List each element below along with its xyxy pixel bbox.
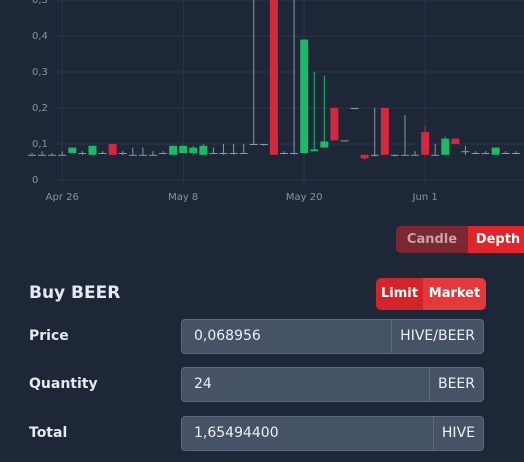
candle-body [269, 0, 278, 155]
candle-body [159, 153, 168, 154]
candle-body [209, 153, 218, 154]
candle-body [98, 153, 107, 154]
market-button[interactable]: Market [423, 278, 486, 310]
candle-body [28, 154, 36, 156]
input-value: 1,65494400 [194, 425, 279, 441]
depth-button[interactable]: Depth [468, 226, 524, 253]
input-unit: HIVE [432, 417, 483, 450]
price-input[interactable]: 0,068956 HIVE/BEER [181, 319, 484, 354]
chart: 0 0,1 0,2 0,3 0,4 0,5 Apr 26 May 8 May 20 Jun 1 [28, 0, 524, 203]
candle-body [148, 154, 157, 156]
candle-body [411, 154, 420, 156]
y-tick-label: 0,1 [32, 139, 48, 150]
candle-body [128, 154, 137, 156]
limit-button[interactable]: Limit [376, 278, 423, 310]
x-tick-label: Jun 1 [412, 192, 438, 203]
candle-body [390, 154, 399, 156]
candle-body [400, 154, 409, 156]
candle-body [330, 108, 339, 141]
candle-body [229, 153, 238, 154]
candle-body [421, 132, 430, 155]
x-tick-label: May 8 [168, 192, 198, 203]
candle-body [481, 153, 490, 154]
candle-body [461, 151, 470, 153]
candle-body [118, 153, 127, 154]
candle-body [58, 154, 67, 156]
candle-body [320, 141, 329, 148]
candle-body [68, 147, 77, 153]
total-input[interactable]: 1,65494400 HIVE [181, 416, 484, 451]
quantity-input[interactable]: 24 BEER [181, 367, 484, 402]
candle-body [138, 154, 147, 156]
candle-body [310, 149, 319, 152]
row-label: Price [29, 328, 69, 344]
candle-body [108, 144, 117, 155]
candle-body [239, 153, 248, 154]
y-tick-label: 0,5 [32, 0, 48, 6]
candle-body [280, 153, 288, 154]
candle-body [78, 153, 87, 154]
candle-body [360, 154, 369, 159]
input-unit: BEER [428, 368, 483, 401]
input-value: 0,068956 [194, 328, 261, 344]
candle-body [441, 138, 450, 155]
candle-body [431, 154, 440, 156]
candle-body [350, 108, 359, 109]
candle-body [501, 153, 510, 154]
candle-button[interactable]: Candle [396, 226, 468, 253]
candle-body [189, 147, 198, 153]
candle-body [290, 153, 299, 154]
candle-body [199, 145, 208, 155]
row-label: Quantity [29, 376, 98, 392]
candle-body [491, 147, 500, 155]
candle-body [38, 154, 47, 156]
candle-body [340, 140, 349, 142]
candle-body [48, 154, 57, 156]
candle-body [88, 145, 97, 155]
candle-body [219, 153, 228, 154]
input-value: 24 [194, 376, 212, 392]
candle-body [370, 154, 379, 156]
y-tick-label: 0,4 [32, 31, 48, 42]
row-label: Total [29, 425, 68, 441]
candle-body [451, 138, 460, 144]
candle-body [471, 153, 480, 154]
candle-body [300, 39, 309, 153]
candle-body [169, 145, 178, 155]
y-tick-label: 0,2 [32, 103, 48, 114]
x-tick-label: Apr 26 [46, 192, 79, 203]
candle-body [511, 153, 520, 154]
y-tick-label: 0,3 [32, 67, 48, 78]
candle-body [179, 145, 188, 153]
candle-body [380, 108, 389, 155]
y-tick-label: 0 [32, 175, 38, 186]
candle-body [259, 144, 268, 145]
x-tick-label: May 20 [286, 192, 323, 203]
form-title: Buy BEER [29, 283, 121, 303]
candle-body [249, 144, 258, 145]
input-unit: HIVE/BEER [391, 320, 483, 353]
